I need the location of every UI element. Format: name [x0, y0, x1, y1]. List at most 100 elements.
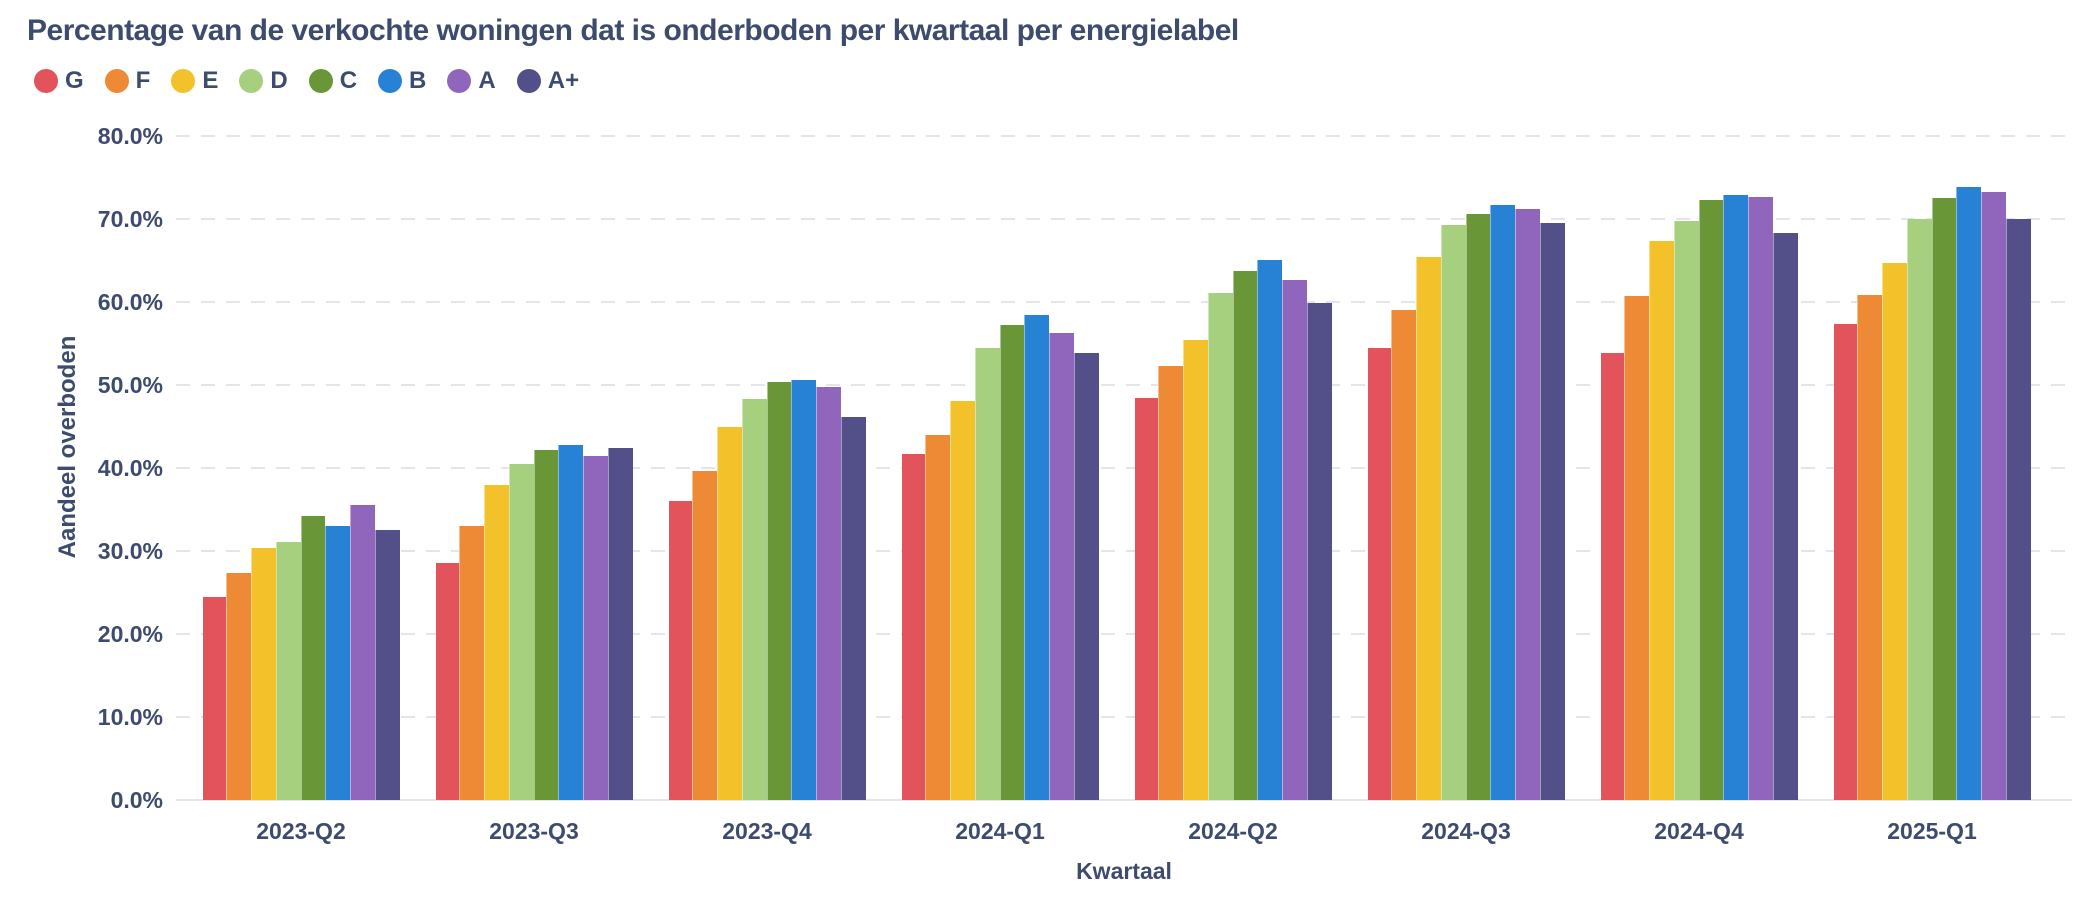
bar-C-2023-Q3[interactable]: [533, 449, 559, 800]
bar-C-2025-Q1[interactable]: [1931, 198, 1957, 800]
bar-B-2023-Q4[interactable]: [791, 380, 816, 800]
plot-area: [176, 135, 2072, 801]
bar-B-2024-Q3[interactable]: [1490, 204, 1515, 800]
bar-G-2023-Q3[interactable]: [435, 563, 460, 800]
bar-group-2024-Q4: [1600, 136, 1798, 800]
legend: G F E D C B A A+: [34, 66, 579, 96]
bar-A+-2023-Q2[interactable]: [374, 530, 400, 800]
bar-A-2024-Q1[interactable]: [1049, 332, 1074, 800]
bar-A+-2023-Q4[interactable]: [840, 416, 866, 800]
x-tick-label-2025-Q1: 2025-Q1: [1887, 818, 1977, 844]
chart-title: Percentage van de verkochte woningen dat…: [27, 14, 1239, 47]
bar-A+-2025-Q1[interactable]: [2005, 219, 2031, 800]
bar-A-2023-Q4[interactable]: [816, 386, 841, 800]
bar-B-2024-Q4[interactable]: [1723, 194, 1748, 800]
bar-B-2023-Q3[interactable]: [558, 444, 583, 800]
bar-A-2023-Q3[interactable]: [583, 456, 608, 800]
legend-item-F[interactable]: F: [104, 67, 150, 95]
bar-D-2025-Q1[interactable]: [1906, 219, 1932, 800]
bar-A-2024-Q2[interactable]: [1282, 280, 1307, 800]
bar-E-2024-Q3[interactable]: [1416, 257, 1441, 800]
bar-D-2024-Q4[interactable]: [1673, 220, 1699, 800]
legend-item-A+[interactable]: A+: [516, 67, 580, 95]
bar-E-2023-Q2[interactable]: [251, 547, 276, 800]
bar-B-2025-Q1[interactable]: [1956, 187, 1981, 800]
bar-E-2024-Q4[interactable]: [1649, 240, 1674, 800]
gridline-40: [176, 467, 2072, 469]
bar-G-2024-Q2[interactable]: [1134, 398, 1159, 800]
bar-D-2024-Q3[interactable]: [1440, 224, 1466, 800]
bar-F-2024-Q3[interactable]: [1391, 310, 1416, 800]
y-tick-label-60: 60.0%: [97, 289, 163, 315]
bar-F-2025-Q1[interactable]: [1857, 295, 1882, 800]
bar-A-2024-Q4[interactable]: [1748, 197, 1773, 800]
bar-C-2024-Q1[interactable]: [999, 325, 1025, 800]
y-tick-label-80: 80.0%: [97, 123, 163, 149]
legend-item-E[interactable]: E: [171, 67, 218, 95]
legend-dot-D-icon: [239, 69, 264, 93]
bar-C-2023-Q4[interactable]: [766, 381, 792, 800]
bar-F-2023-Q2[interactable]: [226, 573, 251, 800]
legend-label-C: C: [339, 67, 358, 94]
bar-E-2024-Q2[interactable]: [1183, 340, 1208, 800]
bar-D-2023-Q2[interactable]: [275, 541, 301, 800]
bar-F-2023-Q4[interactable]: [692, 471, 717, 800]
bar-F-2024-Q2[interactable]: [1158, 365, 1183, 800]
legend-item-C[interactable]: C: [308, 67, 358, 95]
legend-label-G: G: [65, 67, 84, 94]
bar-D-2024-Q1[interactable]: [974, 348, 1000, 800]
bar-group-2024-Q3: [1367, 136, 1565, 800]
y-tick-label-50: 50.0%: [97, 372, 163, 398]
bar-F-2024-Q4[interactable]: [1624, 296, 1649, 800]
bar-group-2023-Q4: [668, 136, 866, 800]
bar-G-2024-Q4[interactable]: [1600, 352, 1625, 800]
bar-A+-2024-Q2[interactable]: [1306, 302, 1332, 800]
bar-F-2024-Q1[interactable]: [925, 434, 950, 800]
bar-F-2023-Q3[interactable]: [459, 526, 484, 800]
bar-G-2025-Q1[interactable]: [1833, 324, 1858, 800]
bar-A+-2023-Q3[interactable]: [607, 448, 633, 800]
bar-B-2024-Q1[interactable]: [1024, 315, 1049, 800]
bar-E-2023-Q3[interactable]: [484, 485, 509, 800]
bar-E-2024-Q1[interactable]: [950, 400, 975, 800]
bar-E-2023-Q4[interactable]: [717, 426, 742, 800]
gridline-10: [176, 716, 2072, 718]
legend-dot-B-icon: [378, 69, 403, 93]
bar-C-2023-Q2[interactable]: [300, 516, 326, 800]
bar-B-2023-Q2[interactable]: [325, 526, 350, 800]
legend-label-B: B: [409, 67, 427, 94]
bar-A-2025-Q1[interactable]: [1981, 191, 2006, 800]
y-tick-label-70: 70.0%: [97, 206, 163, 232]
x-tick-label-2024-Q3: 2024-Q3: [1421, 818, 1511, 844]
bar-G-2023-Q4[interactable]: [668, 501, 693, 800]
legend-dot-G-icon: [34, 69, 58, 93]
bar-C-2024-Q3[interactable]: [1465, 214, 1491, 800]
x-tick-label-2024-Q1: 2024-Q1: [955, 818, 1045, 844]
bar-group-2023-Q2: [202, 136, 400, 800]
bar-C-2024-Q2[interactable]: [1232, 271, 1258, 800]
legend-item-B[interactable]: B: [378, 67, 426, 95]
bar-D-2023-Q3[interactable]: [508, 463, 534, 800]
legend-dot-C-icon: [308, 69, 333, 93]
bar-A-2024-Q3[interactable]: [1515, 209, 1540, 800]
legend-label-A+: A+: [547, 67, 580, 94]
legend-item-A[interactable]: A: [447, 67, 496, 95]
bar-G-2023-Q2[interactable]: [202, 596, 227, 800]
bar-C-2024-Q4[interactable]: [1698, 199, 1724, 800]
legend-item-D[interactable]: D: [239, 67, 288, 95]
bar-G-2024-Q1[interactable]: [901, 453, 926, 800]
bar-group-2025-Q1: [1833, 136, 2031, 800]
legend-dot-A+-icon: [516, 69, 541, 93]
bar-D-2024-Q2[interactable]: [1207, 292, 1233, 800]
legend-item-G[interactable]: G: [34, 67, 84, 95]
bar-G-2024-Q3[interactable]: [1367, 348, 1392, 800]
bar-B-2024-Q2[interactable]: [1257, 259, 1282, 800]
bar-D-2023-Q4[interactable]: [741, 399, 767, 800]
x-tick-label-2023-Q3: 2023-Q3: [489, 818, 579, 844]
y-tick-label-30: 30.0%: [97, 538, 163, 564]
bar-A+-2024-Q1[interactable]: [1073, 353, 1099, 800]
bar-A+-2024-Q3[interactable]: [1539, 223, 1565, 800]
bar-A-2023-Q2[interactable]: [350, 504, 375, 800]
bar-A+-2024-Q4[interactable]: [1772, 233, 1798, 800]
bar-E-2025-Q1[interactable]: [1882, 263, 1907, 800]
